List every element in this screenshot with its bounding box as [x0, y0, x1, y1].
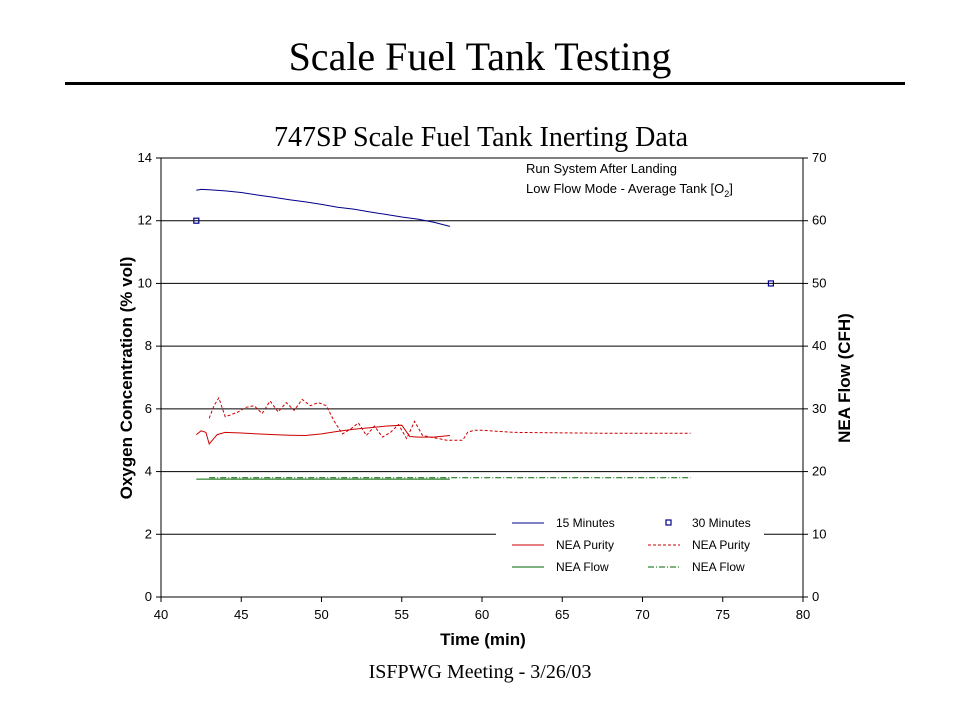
- y2-tick-label: 70: [812, 150, 826, 165]
- legend-label: NEA Purity: [692, 538, 750, 552]
- y-tick-label: 0: [145, 589, 152, 604]
- y-tick-label: 4: [145, 464, 152, 479]
- y2-tick-label: 10: [812, 526, 826, 541]
- x-tick-label: 45: [234, 607, 248, 622]
- y-axis-label: Oxygen Concentration (% vol): [117, 257, 136, 500]
- plot-area: 0 2 4 6 8 10 12 14 0 10 20 30 40 50 60 70 40 45 50 55 60 65 70…: [138, 150, 827, 622]
- x-tick-label: 55: [395, 607, 409, 622]
- y2-tick-label: 60: [812, 213, 826, 228]
- x-tick-label: 70: [635, 607, 649, 622]
- y-tick-label: 10: [138, 275, 152, 290]
- nea-purity-solid-line: [195, 424, 450, 446]
- legend-label: NEA Flow: [556, 560, 609, 574]
- y-tick-label: 12: [138, 213, 152, 228]
- legend-label: NEA Flow: [692, 560, 745, 574]
- 30-minutes-marker: [193, 217, 200, 224]
- x-tick-label: 80: [796, 607, 810, 622]
- y-tick-label: 8: [145, 338, 152, 353]
- footer: ISFPWG Meeting - 3/26/03: [368, 661, 592, 683]
- x-tick-label: 60: [475, 607, 489, 622]
- legend-box: [496, 510, 764, 576]
- 30-minutes-marker: [767, 280, 775, 287]
- legend-marker: [665, 519, 672, 526]
- y2-tick-label: 30: [812, 401, 826, 416]
- x-tick-label: 50: [314, 607, 328, 622]
- nea-purity-dashed-line: [208, 396, 691, 441]
- annotation-line-2: Low Flow Mode - Average Tank [O2]: [526, 181, 733, 199]
- chart-title: 747SP Scale Fuel Tank Inerting Data: [274, 122, 689, 153]
- title-divider: [65, 82, 905, 85]
- x-axis-label: Time (min): [440, 630, 526, 649]
- y-tick-label: 14: [138, 150, 152, 165]
- 15-minutes-solid-line: [196, 188, 451, 227]
- y2-tick-label: 50: [812, 275, 826, 290]
- y-tick-label: 2: [145, 526, 152, 541]
- x-tick-label: 75: [716, 607, 730, 622]
- annotation-line-1: Run System After Landing: [526, 161, 677, 176]
- y2-tick-label: 20: [812, 464, 826, 479]
- slide-title: Scale Fuel Tank Testing: [288, 34, 672, 79]
- x-tick-label: 65: [555, 607, 569, 622]
- x-tick-label: 40: [154, 607, 168, 622]
- y2-tick-label: 0: [812, 589, 819, 604]
- legend-label: 15 Minutes: [556, 516, 615, 530]
- legend-label: 30 Minutes: [692, 516, 751, 530]
- y2-axis-label: NEA Flow (CFH): [835, 313, 854, 443]
- legend-label: NEA Purity: [556, 538, 614, 552]
- y2-tick-label: 40: [812, 338, 826, 353]
- y-tick-label: 6: [145, 401, 152, 416]
